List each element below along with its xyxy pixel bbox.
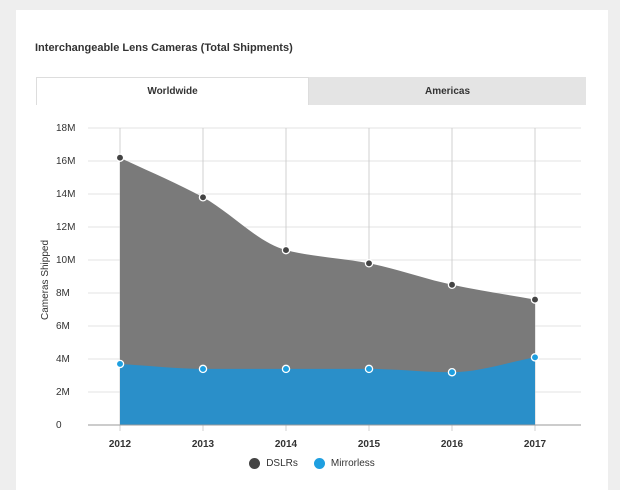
data-point-mirrorless [530,353,540,362]
region-tabs: Worldwide Americas [36,77,586,105]
legend-dot-mirrorless [313,458,325,469]
legend-dot-dslrs [249,458,261,469]
tab-worldwide[interactable]: Worldwide [36,77,309,105]
tab-americas[interactable]: Americas [309,77,586,105]
x-tick-label: 2012 [109,439,132,450]
legend-label-dslrs: DSLRs [266,458,298,469]
legend-item-dslrs[interactable]: DSLRs [249,458,298,469]
x-tick-label: 2015 [358,439,381,450]
legend-label-mirrorless: Mirrorless [330,458,375,469]
x-tick-label: 2013 [192,439,215,450]
data-point-dslrs [198,193,208,202]
data-point-mirrorless [447,367,457,377]
y-tick-label: 12M [56,222,75,233]
area-dslrs [120,157,535,425]
area-chart: 0 2M 4M 6M 8M 10M 12M 14M 16M 18M 2012 2013 2014 2015… [40,123,581,450]
x-tick-label: 2017 [524,439,547,450]
y-tick-label: 6M [56,321,70,332]
y-tick-label: 4M [56,354,70,365]
data-point-mirrorless [364,364,374,374]
chart-title: Interchangeable Lens Cameras (Total Ship… [35,42,293,54]
y-tick-label: 14M [56,189,75,200]
y-axis-label: Cameras Shipped [40,240,51,320]
x-tick-label: 2014 [275,439,298,450]
y-tick-label: 16M [56,156,75,167]
area-mirrorless [120,357,535,425]
data-point-mirrorless [281,364,291,374]
data-point-dslrs [530,295,540,304]
data-point-dslrs [364,259,374,268]
legend-item-mirrorless[interactable]: Mirrorless [313,458,375,469]
data-point-dslrs [447,280,457,289]
y-tick-label: 10M [56,255,75,266]
y-tick-label: 2M [56,387,70,398]
chart-card: Interchangeable Lens Cameras (Total Ship… [16,10,608,490]
data-point-mirrorless [198,364,208,374]
x-tick-label: 2016 [441,439,464,450]
y-tick-label: 18M [56,123,75,134]
y-tick-label: 8M [56,288,70,299]
data-point-dslrs [281,245,291,255]
data-points [115,153,540,377]
y-tick-label: 0 [56,420,62,431]
legend: DSLRs Mirrorless [16,458,608,469]
tick-labels: 0 2M 4M 6M 8M 10M 12M 14M 16M 18M 2012 2013 2014 2015… [56,123,547,450]
data-point-dslrs [115,153,125,162]
data-point-mirrorless [115,359,125,369]
series-areas [120,157,535,425]
